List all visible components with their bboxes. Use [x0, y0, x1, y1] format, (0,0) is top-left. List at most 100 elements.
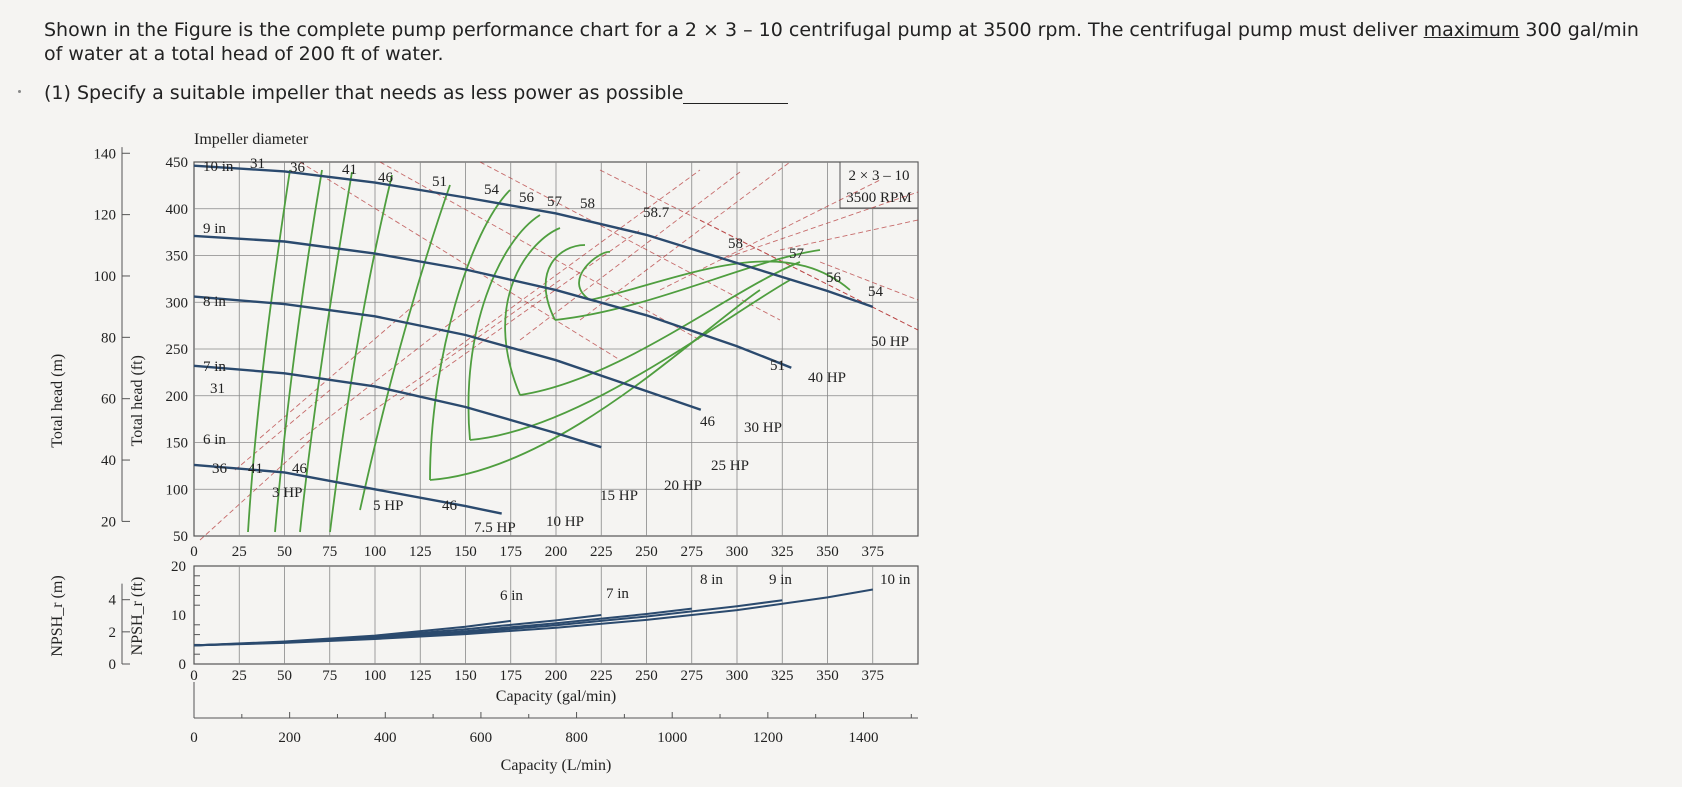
npsh-x-tick-label: 50	[277, 668, 292, 684]
npsh-y-tick-ft: 20	[171, 559, 186, 575]
npsh-x-tick-label: 325	[771, 668, 794, 684]
x-tick-label: 325	[771, 544, 794, 560]
npsh-x-title: Capacity (gal/min)	[496, 688, 616, 705]
y-tick-label-ft: 200	[166, 389, 189, 405]
y-tick-label-ft: 250	[166, 342, 189, 358]
npsh-series-label: 8 in	[700, 572, 723, 588]
x-tick-label: 175	[500, 544, 523, 560]
efficiency-curve	[274, 169, 323, 533]
npsh-x-tick-label: 100	[364, 668, 387, 684]
npsh-x-tick-label: 250	[635, 668, 658, 684]
npsh-series-label: 6 in	[500, 588, 523, 604]
power-line	[719, 191, 919, 261]
power-line	[439, 169, 701, 361]
npsh-y-tick-m: 4	[109, 593, 117, 609]
npsh-x-tick-label: 25	[232, 668, 247, 684]
y-tick-label-ft: 350	[166, 249, 189, 265]
npsh-series-label: 9 in	[769, 572, 792, 588]
npsh-x-tick-label: 275	[681, 668, 704, 684]
lmin-tick-label: 1200	[753, 730, 783, 746]
corner-label-line2: 3500 RPM	[846, 190, 911, 206]
impeller-label: 10 in	[203, 159, 234, 175]
power-label: 7.5 HP	[474, 520, 516, 536]
impeller-curve-7-in	[193, 364, 602, 449]
power-label: 10 HP	[546, 514, 584, 530]
npsh-x-tick-label: 175	[500, 668, 523, 684]
efficiency-label: 57	[789, 246, 805, 262]
npsh-x-tick-label: 0	[190, 668, 198, 684]
power-label: 3 HP	[272, 485, 302, 501]
question-underlined: maximum	[1423, 19, 1520, 41]
corner-label-box	[839, 161, 919, 209]
x-tick-label: 125	[409, 544, 432, 560]
impeller-curve-10-in	[193, 164, 874, 309]
power-label: 15 HP	[600, 488, 638, 504]
impeller-label: 7 in	[203, 359, 226, 375]
question-part2: 300 gal/min of water at a total head of …	[44, 19, 1639, 65]
efficiency-label: 41	[248, 461, 263, 477]
efficiency-label: 56	[826, 270, 842, 286]
power-line	[234, 389, 331, 471]
efficiency-curve	[554, 249, 821, 321]
efficiency-label: 56	[519, 190, 535, 206]
npsh-x-tick-label: 125	[409, 668, 432, 684]
efficiency-curve	[589, 260, 851, 301]
efficiency-label: 46	[292, 461, 308, 477]
answer-blank[interactable]	[683, 85, 789, 104]
npsh-x-tick-label: 150	[454, 668, 477, 684]
npsh-curve-7-in	[193, 614, 602, 647]
npsh-y-tick-ft: 10	[171, 608, 186, 624]
question-subitem: (1) Specify a suitable impeller that nee…	[44, 82, 789, 104]
npsh-x-tick-label: 225	[590, 668, 613, 684]
lmin-tick-label: 200	[278, 730, 301, 746]
question-part1: Shown in the Figure is the complete pump…	[44, 19, 1424, 41]
npsh-y-tick-ft: 0	[179, 657, 187, 673]
efficiency-label: 41	[342, 162, 357, 178]
efficiency-label: 36	[212, 461, 228, 477]
npsh-x-tick-label: 350	[816, 668, 839, 684]
power-line	[359, 279, 561, 421]
power-line	[299, 161, 621, 361]
x-tick-label: 200	[545, 544, 568, 560]
efficiency-label: 54	[868, 284, 884, 300]
power-label: 20 HP	[664, 478, 702, 494]
y-tick-label-m: 40	[101, 453, 116, 469]
npsh-x-tick-label: 200	[545, 668, 568, 684]
x-tick-label: 350	[816, 544, 839, 560]
npsh-y-title-m: NPSH_r (m)	[49, 575, 66, 656]
efficiency-curve	[329, 174, 393, 533]
efficiency-label: 36	[290, 160, 306, 176]
x-tick-label: 300	[726, 544, 749, 560]
lmin-tick-label: 800	[565, 730, 588, 746]
impeller-curve-6-in	[193, 463, 502, 515]
x-tick-label: 25	[232, 544, 247, 560]
y-tick-label-ft: 450	[166, 155, 189, 171]
y-tick-label-m: 100	[94, 269, 117, 285]
efficiency-curve	[247, 169, 291, 533]
efficiency-curve	[544, 244, 586, 321]
impeller-label: 8 in	[203, 294, 226, 310]
npsh-series-label: 10 in	[880, 572, 911, 588]
y-tick-label-m: 20	[101, 514, 116, 530]
power-label: 30 HP	[744, 420, 782, 436]
efficiency-label: 58	[580, 196, 595, 212]
efficiency-curve	[578, 251, 611, 301]
y-tick-label-m: 80	[101, 330, 116, 346]
power-label: 40 HP	[808, 370, 846, 386]
y-tick-label-ft: 400	[166, 202, 189, 218]
efficiency-label: 46	[700, 414, 716, 430]
y-axis-title-m: Total head (m)	[49, 354, 66, 448]
efficiency-label: 57	[547, 194, 563, 210]
x-tick-label: 75	[322, 544, 337, 560]
npsh-series-label: 7 in	[606, 586, 629, 602]
npsh-x-tick-label: 75	[322, 668, 337, 684]
x-tick-label: 0	[190, 544, 198, 560]
lmin-tick-label: 1400	[848, 730, 878, 746]
y-tick-label-ft: 50	[173, 529, 188, 545]
x-tick-label: 275	[681, 544, 704, 560]
npsh-y-title-ft: NPSH_r (ft)	[129, 577, 146, 656]
x-tick-label: 150	[454, 544, 477, 560]
npsh-curve-8-in	[193, 607, 692, 647]
power-line	[299, 299, 481, 441]
